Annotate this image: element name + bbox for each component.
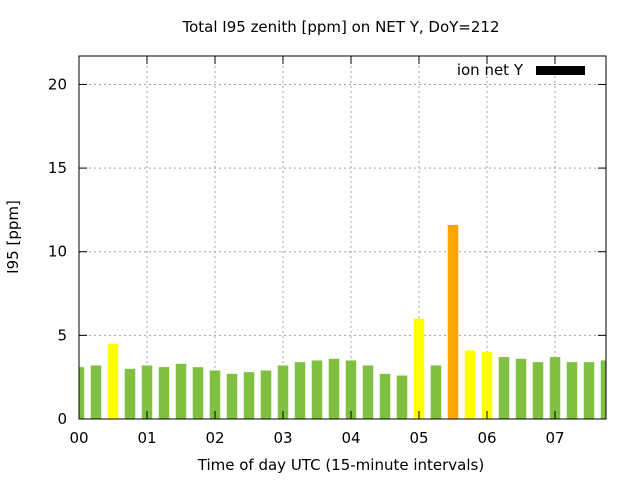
y-tick-label: 5 xyxy=(57,326,67,344)
bar xyxy=(532,362,544,419)
x-tick-label: 00 xyxy=(69,429,88,447)
legend-swatch xyxy=(536,66,585,75)
legend: ion net Y xyxy=(457,61,585,79)
bar xyxy=(430,365,442,419)
bar xyxy=(79,367,85,419)
bar xyxy=(328,358,340,419)
y-tick-label: 0 xyxy=(57,410,67,428)
y-tick-label: 15 xyxy=(48,159,67,177)
bar xyxy=(464,350,476,419)
bar xyxy=(549,357,561,419)
bar xyxy=(192,367,204,419)
bar xyxy=(226,373,238,419)
bar xyxy=(277,365,289,419)
bar xyxy=(209,370,221,419)
bar xyxy=(413,318,425,419)
bar xyxy=(600,360,606,419)
bar xyxy=(583,362,595,419)
y-tick-label: 10 xyxy=(48,243,67,261)
bar xyxy=(481,352,493,419)
bar xyxy=(158,367,170,419)
x-tick-label: 04 xyxy=(341,429,360,447)
bar xyxy=(379,373,391,419)
bar xyxy=(311,360,323,419)
bar xyxy=(566,362,578,419)
bar xyxy=(515,358,527,419)
x-tick-label: 06 xyxy=(477,429,496,447)
bar xyxy=(90,365,102,419)
y-axis-label: I95 [ppm] xyxy=(4,200,22,274)
grid xyxy=(79,56,606,419)
chart-title: Total I95 zenith [ppm] on NET Y, DoY=212 xyxy=(181,18,499,36)
bar xyxy=(260,370,272,419)
bar xyxy=(175,363,187,419)
x-tick-label: 07 xyxy=(545,429,564,447)
y-tick-label: 20 xyxy=(48,75,67,93)
bar xyxy=(498,357,510,419)
bar xyxy=(447,224,459,419)
plot-frame xyxy=(78,55,607,420)
bar xyxy=(362,365,374,419)
bar xyxy=(124,368,136,419)
bar xyxy=(396,375,408,419)
bar xyxy=(345,360,357,419)
x-tick-label: 05 xyxy=(409,429,428,447)
bar xyxy=(243,372,255,419)
x-tick-label: 03 xyxy=(273,429,292,447)
bar xyxy=(141,365,153,419)
x-tick-label: 01 xyxy=(137,429,156,447)
legend-label: ion net Y xyxy=(457,61,524,79)
bar xyxy=(294,362,306,419)
x-axis-label: Time of day UTC (15-minute intervals) xyxy=(197,456,484,474)
bars xyxy=(79,224,606,419)
x-tick-label: 02 xyxy=(205,429,224,447)
bar xyxy=(107,343,119,419)
